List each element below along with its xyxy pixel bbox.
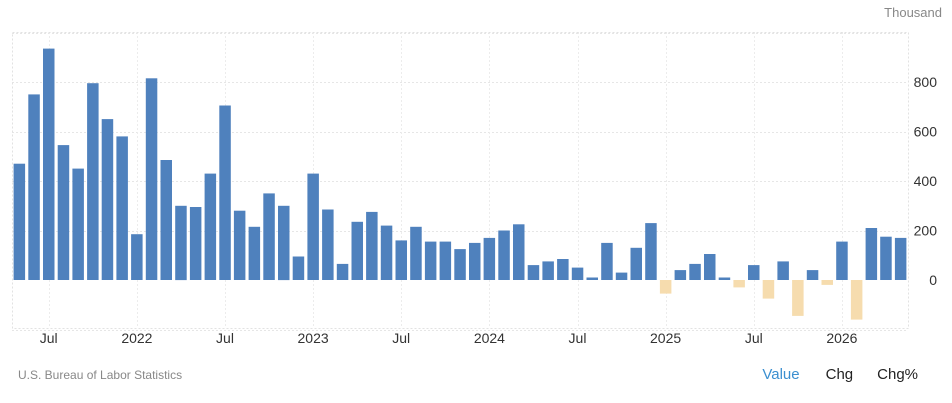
x-tick-label: 2022 bbox=[121, 330, 152, 346]
bar[interactable] bbox=[630, 247, 643, 280]
source-label: U.S. Bureau of Labor Statistics bbox=[18, 368, 183, 382]
y-tick-label: 200 bbox=[914, 223, 938, 239]
x-tick-label: 2026 bbox=[826, 330, 857, 346]
bar[interactable] bbox=[43, 48, 55, 280]
bar[interactable] bbox=[586, 277, 599, 281]
bar[interactable] bbox=[219, 105, 231, 281]
bar[interactable] bbox=[836, 241, 848, 280]
bar[interactable] bbox=[424, 241, 437, 280]
bar[interactable] bbox=[733, 280, 745, 288]
bar[interactable] bbox=[131, 234, 143, 280]
bar[interactable] bbox=[278, 205, 290, 281]
bar[interactable] bbox=[28, 94, 40, 281]
bar[interactable] bbox=[395, 240, 408, 280]
bar[interactable] bbox=[880, 236, 892, 280]
bar[interactable] bbox=[145, 78, 158, 280]
bar[interactable] bbox=[513, 224, 525, 280]
bar[interactable] bbox=[674, 270, 687, 280]
x-tick-label: Jul bbox=[745, 330, 763, 346]
bar[interactable] bbox=[351, 221, 364, 280]
bar[interactable] bbox=[439, 241, 452, 280]
plot-border bbox=[12, 32, 909, 329]
bar[interactable] bbox=[233, 210, 246, 280]
x-tick-label: Jul bbox=[216, 330, 234, 346]
bar[interactable] bbox=[366, 211, 378, 280]
bar[interactable] bbox=[542, 261, 554, 280]
bar[interactable] bbox=[527, 265, 540, 280]
bar[interactable] bbox=[13, 163, 26, 280]
bar[interactable] bbox=[601, 242, 613, 280]
y-axis-ticks: 0 200 400 600 800 bbox=[914, 74, 938, 288]
x-tick-label: Jul bbox=[569, 330, 587, 346]
view-tabs: Value Chg Chg% bbox=[762, 366, 918, 383]
x-tick-label: 2023 bbox=[298, 330, 329, 346]
x-tick-label: Jul bbox=[40, 330, 58, 346]
bar[interactable] bbox=[792, 280, 804, 316]
bar[interactable] bbox=[380, 225, 393, 280]
unit-label: Thousand bbox=[884, 5, 942, 20]
bar[interactable] bbox=[292, 256, 305, 281]
bar[interactable] bbox=[160, 160, 173, 280]
bar[interactable] bbox=[571, 267, 584, 280]
tab-chg[interactable]: Chg bbox=[825, 366, 854, 383]
bar[interactable] bbox=[101, 119, 114, 280]
bar[interactable] bbox=[615, 272, 628, 280]
tab-value[interactable]: Value bbox=[762, 366, 800, 383]
bar[interactable] bbox=[307, 173, 319, 280]
bar[interactable] bbox=[821, 280, 834, 285]
bar[interactable] bbox=[645, 223, 657, 280]
bars bbox=[13, 48, 907, 320]
bar[interactable] bbox=[248, 226, 261, 280]
x-axis-ticks: Jul 2022 Jul 2023 Jul 2024 Jul 2025 Jul 2026 bbox=[40, 330, 858, 346]
x-tick-label: Jul bbox=[392, 330, 410, 346]
bar[interactable] bbox=[116, 136, 128, 280]
bar[interactable] bbox=[322, 209, 334, 281]
bar[interactable] bbox=[718, 277, 731, 281]
bar[interactable] bbox=[336, 263, 349, 280]
bar[interactable] bbox=[777, 261, 789, 280]
y-tick-label: 600 bbox=[914, 124, 938, 140]
bar[interactable] bbox=[498, 230, 510, 281]
bar[interactable] bbox=[850, 280, 863, 320]
bar[interactable] bbox=[57, 145, 70, 280]
bar[interactable] bbox=[689, 263, 701, 280]
bar[interactable] bbox=[263, 193, 275, 280]
y-tick-label: 400 bbox=[914, 173, 938, 189]
tab-chg-percent[interactable]: Chg% bbox=[877, 366, 918, 383]
bar[interactable] bbox=[748, 265, 760, 280]
bar[interactable] bbox=[483, 237, 496, 280]
bar[interactable] bbox=[189, 207, 202, 280]
bar[interactable] bbox=[454, 249, 466, 280]
bar[interactable] bbox=[410, 226, 422, 280]
bar[interactable] bbox=[762, 280, 775, 299]
bar[interactable] bbox=[557, 259, 569, 280]
bar[interactable] bbox=[865, 228, 878, 280]
y-tick-label: 800 bbox=[914, 74, 938, 90]
bar[interactable] bbox=[87, 83, 99, 280]
bar[interactable] bbox=[469, 242, 481, 280]
bar[interactable] bbox=[704, 254, 716, 280]
bar[interactable] bbox=[175, 205, 187, 281]
bar[interactable] bbox=[659, 280, 672, 294]
bar[interactable] bbox=[806, 270, 819, 280]
x-tick-label: 2025 bbox=[650, 330, 681, 346]
bar-chart: 0 200 400 600 800 Jul 2022 Jul 2023 Jul 2024 Jul 20… bbox=[12, 32, 938, 346]
bar[interactable] bbox=[894, 237, 907, 280]
y-tick-label: 0 bbox=[929, 272, 937, 288]
bar[interactable] bbox=[72, 168, 84, 280]
x-tick-label: 2024 bbox=[474, 330, 505, 346]
bar[interactable] bbox=[204, 173, 217, 280]
